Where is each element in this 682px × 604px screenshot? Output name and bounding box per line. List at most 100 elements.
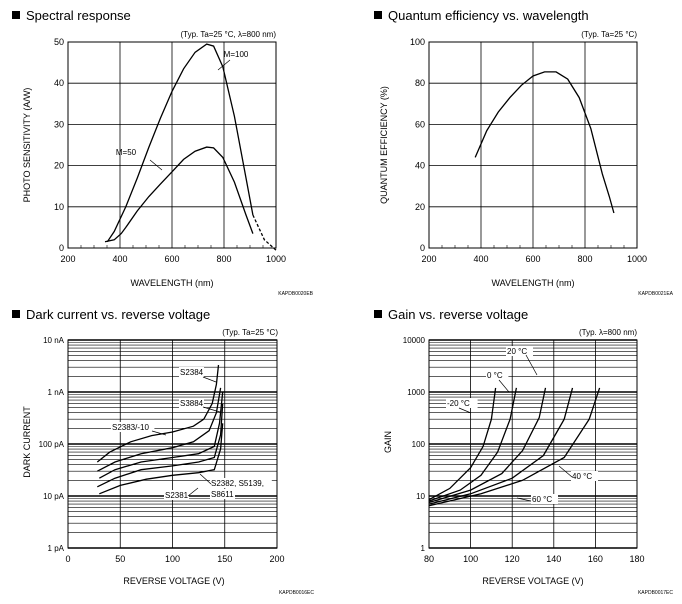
x-tick-label: 160 [588, 554, 603, 564]
series-line [96, 364, 220, 463]
series-label-bg [506, 346, 533, 356]
series-line-extrapolated [252, 214, 277, 251]
title-bullet [12, 11, 20, 19]
y-tick-label: 0 [59, 243, 64, 253]
y-tick-label: 0 [420, 243, 425, 253]
series-label: S2382, S5139, [211, 479, 264, 488]
y-tick-label: 40 [415, 161, 425, 171]
series-label-leader [202, 376, 217, 383]
gain-chart: 80 100 120 140 160 180 1 10 100 1000 10000 REVERSE … [383, 328, 673, 596]
y-tick-label: 1 pA [48, 544, 65, 553]
x-tick-label: 1000 [627, 254, 647, 264]
y-tick-label: 80 [415, 78, 425, 88]
title-bullet [12, 310, 20, 318]
panel-gain: Gain vs. reverse voltage 80 100 120 140 160 1… [341, 302, 682, 604]
series-label: 20 °C [507, 347, 527, 356]
condition-note: (Typ. Ta=25 °C) [581, 30, 637, 39]
condition-note: (Typ. Ta=25 °C) [222, 328, 278, 337]
series-line [97, 403, 224, 488]
panel-title: Quantum efficiency vs. wavelength [374, 8, 589, 23]
y-tick-label: 10000 [403, 336, 426, 345]
series-line [104, 146, 254, 243]
panel-title: Spectral response [12, 8, 131, 23]
title-bullet [374, 11, 382, 19]
y-tick-label: 20 [415, 202, 425, 212]
series-line [428, 387, 518, 502]
series-label: S2381 [165, 491, 189, 500]
series-line [98, 391, 224, 479]
series-label: S8611 [211, 490, 234, 499]
figure-code: KAPDB0021EA [638, 291, 673, 297]
x-tick-label: 100 [463, 554, 478, 564]
title-bullet [374, 310, 382, 318]
y-tick-label: 10 nA [43, 336, 65, 345]
series-label: 60 °C [532, 495, 552, 504]
series-label-bg [111, 422, 155, 432]
figure-code: KAPDB0017EC [638, 590, 673, 596]
series-label-bg [210, 478, 272, 488]
quantum-efficiency-chart: 200 400 600 800 1000 0 20 40 60 80 100 WAVELENGTH (… [379, 30, 674, 297]
x-tick-label: 120 [505, 554, 520, 564]
x-tick-label: 150 [217, 554, 232, 564]
plot-frame [428, 339, 638, 549]
series-label: 40 °C [572, 472, 592, 481]
x-tick-label: 600 [164, 254, 179, 264]
x-tick-label: 180 [629, 554, 644, 564]
y-tick-label: 1000 [407, 388, 425, 397]
series-line [428, 387, 497, 501]
x-tick-label: 50 [115, 554, 125, 564]
figure-code: KAPDB0016EC [279, 590, 314, 596]
condition-note: (Typ. Ta=25 °C, λ=800 nm) [180, 30, 276, 39]
dark-current-chart: 0 50 100 150 200 1 pA 10 pA 100 pA 1 nA 10 nA REVE… [22, 328, 314, 596]
condition-note: (Typ. λ=800 nm) [579, 328, 637, 337]
series-label-leader [202, 406, 221, 413]
y-tick-label: 30 [54, 119, 64, 129]
plot-frame [428, 41, 638, 249]
series-line [428, 387, 574, 505]
y-axis-label: GAIN [383, 431, 393, 453]
series-label-bg [531, 494, 558, 504]
plot-frame [67, 339, 278, 549]
series-line [428, 387, 547, 504]
x-axis-label: REVERSE VOLTAGE (V) [123, 576, 224, 586]
title-text: Quantum efficiency vs. wavelength [388, 8, 589, 23]
series-label-bg [164, 490, 189, 500]
series-label: S2384 [180, 368, 204, 377]
series-line [106, 43, 254, 243]
title-text: Gain vs. reverse voltage [388, 307, 529, 322]
x-tick-label: 800 [216, 254, 231, 264]
x-axis-label: WAVELENGTH (nm) [130, 278, 213, 288]
x-axis-label: WAVELENGTH (nm) [491, 278, 574, 288]
y-tick-label: 1 [421, 544, 426, 553]
series-line [474, 71, 615, 214]
series-label-leader [151, 430, 167, 436]
x-tick-label: 200 [269, 554, 284, 564]
panel-spectral-response: Spectral response 200 400 600 800 1000 0 10 20 3… [0, 0, 341, 302]
y-tick-label: 20 [54, 161, 64, 171]
y-axis-label: PHOTO SENSITIVITY (A/W) [22, 88, 32, 203]
y-tick-label: 50 [54, 37, 64, 47]
series-line [99, 423, 224, 495]
figure-code: KAPDB0020EB [278, 291, 313, 297]
series-label-leader [516, 497, 532, 502]
series-label-leader [558, 465, 573, 478]
series-label-leader [217, 59, 231, 71]
y-tick-label: 100 [410, 37, 425, 47]
x-tick-label: 0 [65, 554, 70, 564]
y-tick-label: 100 pA [39, 440, 65, 449]
series-label-leader [525, 354, 538, 376]
spectral-response-chart: 200 400 600 800 1000 0 10 20 30 40 50 WAVELENGTH (n… [22, 30, 314, 297]
x-tick-label: 200 [421, 254, 436, 264]
series-label-leader [149, 159, 163, 171]
series-label-leader [498, 379, 510, 393]
series-label: -20 °C [447, 399, 470, 408]
y-tick-label: 10 pA [43, 492, 65, 501]
x-tick-label: 400 [112, 254, 127, 264]
x-axis-label: REVERSE VOLTAGE (V) [482, 576, 583, 586]
series-label: M=50 [116, 148, 137, 157]
x-tick-label: 100 [165, 554, 180, 564]
panel-title: Dark current vs. reverse voltage [12, 307, 210, 322]
y-tick-label: 10 [54, 202, 64, 212]
series-label-bg [210, 489, 235, 499]
x-tick-label: 140 [546, 554, 561, 564]
